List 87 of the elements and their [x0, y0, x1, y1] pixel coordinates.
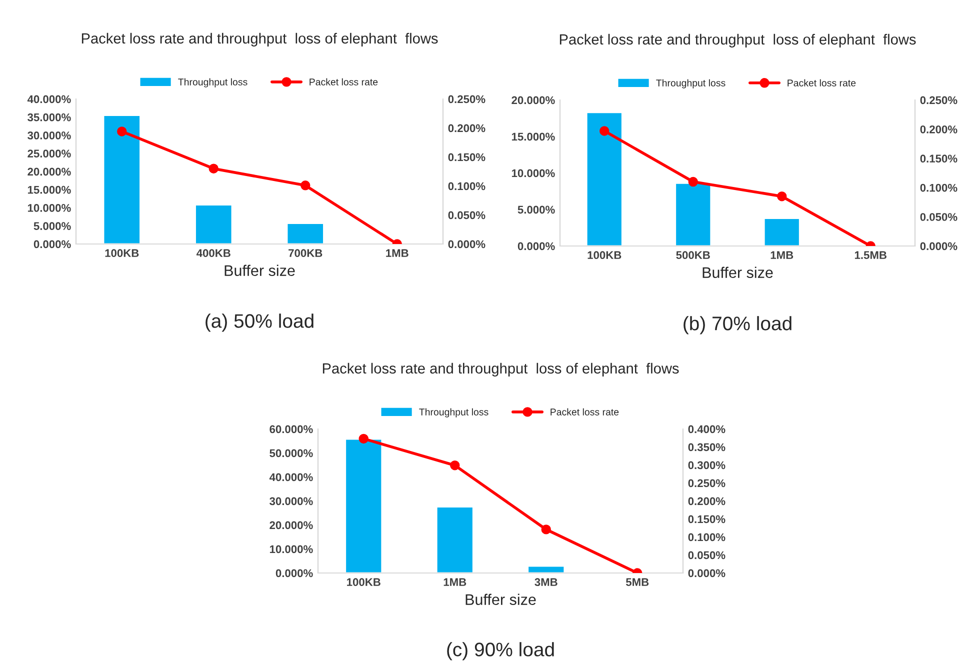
x-axis-title: Buffer size [224, 264, 295, 276]
y2-tick-label: 0.100% [688, 533, 726, 542]
legend-label: Throughput loss [656, 79, 726, 88]
y2-tick-label: 0.100% [920, 184, 958, 192]
legend-label: Packet loss rate [310, 78, 378, 86]
y2-tick-label: 0.200% [448, 124, 486, 132]
y2-tick-label: 0.200% [920, 125, 958, 134]
text: (c) 90% load [447, 642, 554, 660]
point [541, 524, 551, 534]
text: (b) 70% load [684, 316, 792, 334]
x-tick-label: 1MB [444, 578, 466, 586]
y-tick-label: 0.000% [518, 242, 555, 250]
y-tick-label: 20.000% [512, 96, 555, 104]
point [777, 192, 787, 202]
y-tick-label: 30.000% [28, 132, 71, 140]
bar [344, 438, 383, 573]
y2-tick-label: 0.250% [920, 96, 958, 104]
point [450, 460, 460, 470]
y-tick-label: 15.000% [512, 132, 555, 141]
x-tick-label: 1.5MB [854, 251, 886, 260]
x-tick-label: 3MB [534, 578, 558, 586]
y-tick-label: 40.000% [27, 95, 71, 104]
y-tick-label: 20.000% [270, 521, 313, 530]
y2-tick-label: 0.050% [688, 551, 726, 560]
chart-title: Packet loss rate and throughput loss of elephant flows [82, 32, 438, 46]
x-axis-title: Buffer size [702, 266, 773, 278]
y-tick-label: 60.000% [270, 425, 313, 434]
x-axis-title: Buffer size [466, 594, 536, 605]
x-tick-label: 100KB [347, 578, 380, 586]
y-tick-label: 35.000% [28, 113, 71, 122]
y2-tick-label: 0.100% [448, 182, 486, 190]
point [208, 164, 218, 174]
y-tick-label: 30.000% [270, 497, 313, 506]
bar [286, 222, 324, 244]
y2-tick-label: 0.250% [448, 95, 486, 104]
y-tick-label: 10.000% [512, 169, 555, 178]
y-tick-label: 10.000% [28, 204, 71, 212]
y-tick-label: 10.000% [270, 545, 313, 554]
y2-tick-label: 0.000% [920, 242, 958, 250]
text: (a) 50% load [206, 314, 314, 332]
y-tick-label: 5.000% [34, 222, 71, 230]
point [600, 126, 610, 136]
y2-tick-label: 0.350% [688, 443, 726, 452]
y-tick-label: 15.000% [28, 186, 71, 194]
y2-tick-label: 0.200% [688, 497, 726, 506]
x-tick-label: 500KB [676, 251, 710, 260]
point [117, 126, 127, 136]
bar [436, 506, 474, 573]
legend-label: Throughput loss [419, 408, 488, 418]
y2-tick-label: 0.300% [688, 461, 726, 470]
y2-tick-label: 0.000% [448, 240, 486, 248]
y2-tick-label: 0.150% [688, 515, 726, 524]
point [358, 434, 368, 444]
y-tick-label: 50.000% [270, 449, 313, 458]
y2-tick-label: 0.050% [920, 213, 958, 221]
y2-tick-label: 0.050% [448, 211, 486, 220]
y-tick-label: 0.000% [276, 569, 313, 578]
bar [194, 204, 233, 244]
y2-tick-label: 0.000% [688, 569, 726, 578]
x-tick-label: 5MB [626, 578, 649, 586]
y2-tick-label: 0.400% [688, 425, 726, 434]
x-tick-label: 1MB [770, 251, 794, 259]
y2-tick-label: 0.150% [920, 154, 958, 163]
x-tick-label: 1MB [386, 249, 408, 257]
legend-label: Throughput loss [178, 78, 248, 88]
y-tick-label: 20.000% [28, 168, 71, 176]
point [300, 180, 310, 190]
x-tick-label: 100KB [105, 249, 139, 258]
point [688, 176, 698, 187]
bar [763, 218, 800, 246]
y2-tick-label: 0.150% [448, 153, 486, 162]
chart-title: Packet loss rate and throughput loss of elephant flows [560, 34, 916, 48]
bar [527, 565, 566, 573]
legend-label: Packet loss rate [788, 79, 856, 86]
y-tick-label: 0.000% [34, 240, 71, 248]
chart-title: Packet loss rate and throughput loss of elephant flows [322, 362, 679, 376]
bar [586, 112, 623, 246]
x-tick-label: 100KB [588, 251, 622, 260]
y-tick-label: 40.000% [269, 473, 313, 482]
x-tick-label: 400KB [196, 249, 230, 258]
legend-label: Packet loss rate [550, 408, 619, 416]
y-tick-label: 5.000% [518, 206, 555, 214]
y-tick-label: 25.000% [28, 150, 71, 158]
bar [102, 114, 141, 244]
x-tick-label: 700KB [288, 249, 322, 258]
bar [674, 182, 712, 246]
y2-tick-label: 0.250% [688, 479, 726, 488]
